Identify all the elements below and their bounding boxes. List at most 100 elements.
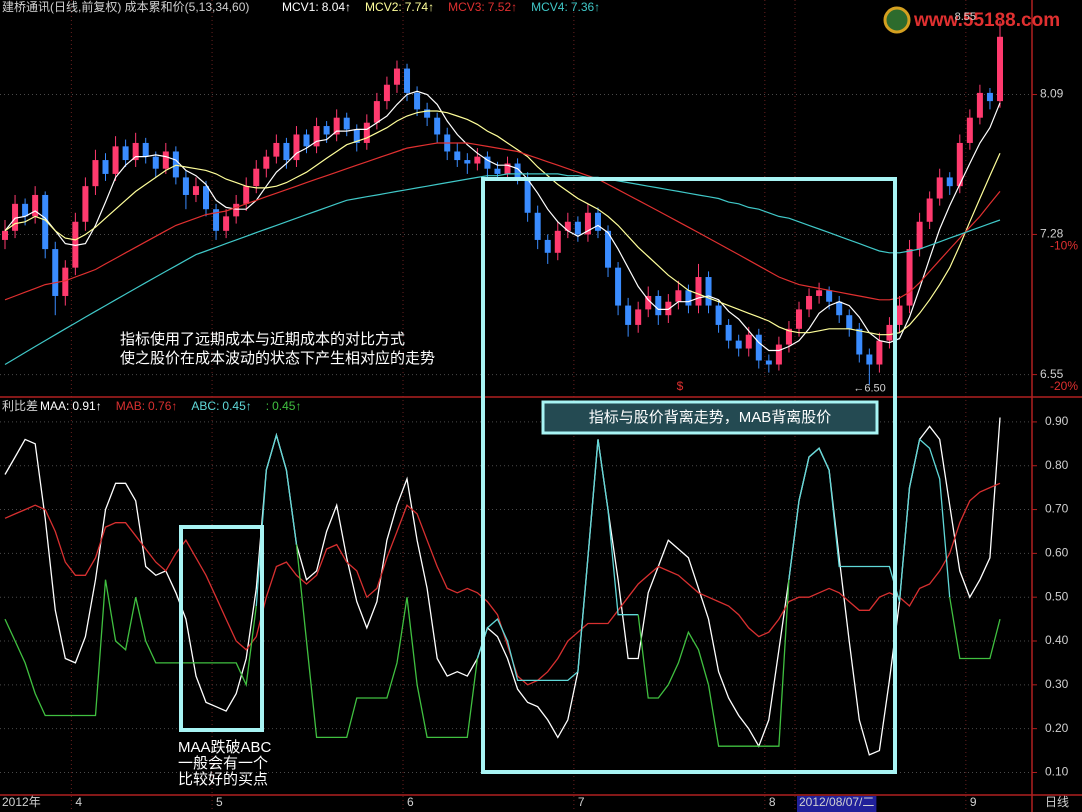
candle-body — [283, 142, 290, 161]
candle-body — [986, 92, 993, 102]
y-tick-label: 0.90 — [1045, 414, 1069, 428]
candle-body — [52, 249, 59, 296]
legend-value: 0.76↑ — [148, 399, 177, 413]
candle-body — [192, 186, 199, 195]
candle-body — [594, 212, 601, 231]
y-tick-label: 0.20 — [1045, 721, 1069, 735]
candle-body — [62, 267, 69, 296]
y-tick-label: 6.55 — [1040, 367, 1064, 381]
candle-body — [856, 328, 863, 355]
candle-body — [333, 117, 340, 135]
cursor-highlight — [796, 796, 877, 812]
candle-body — [363, 122, 370, 143]
candle-body — [404, 68, 411, 93]
candle-body — [223, 216, 230, 231]
candle-body — [695, 277, 702, 306]
candle-body — [655, 295, 662, 316]
candle-body — [373, 101, 380, 123]
y-tick-label: 8.09 — [1040, 87, 1064, 101]
candle-body — [605, 230, 612, 268]
candle-body — [22, 203, 29, 217]
cross-box — [179, 525, 264, 732]
candle-body — [735, 340, 742, 349]
candle-body — [393, 68, 400, 85]
candle-body — [263, 156, 270, 169]
candle-body — [524, 177, 531, 213]
candle-body — [976, 92, 983, 118]
candle-body — [755, 334, 762, 361]
candle-body — [313, 126, 320, 147]
candle-body — [685, 290, 692, 306]
annotation: 指标使用了远期成本与近期成本的对比方式 — [120, 331, 405, 348]
legend-value: 7.52↑ — [488, 0, 517, 14]
candle-body — [82, 186, 89, 222]
series-line — [255, 432, 951, 682]
candle-body — [534, 212, 541, 240]
candle-body — [665, 301, 672, 316]
legend-name: MCV4: — [531, 0, 568, 14]
signal-marker: $ — [677, 379, 684, 393]
candle-body — [2, 230, 8, 240]
candle-body — [474, 156, 481, 164]
candle-body — [162, 151, 169, 169]
series-line — [4, 110, 1001, 336]
candle-body — [625, 305, 632, 325]
legend-value: 7.36↑ — [571, 0, 600, 14]
candle-body — [383, 84, 390, 102]
candle-body — [132, 142, 139, 161]
candle-body — [504, 163, 511, 174]
candle-body — [42, 194, 49, 250]
candle-body — [574, 221, 581, 235]
candle-body — [635, 309, 642, 325]
candle-body — [997, 36, 1003, 102]
x-tick-label: 8 — [769, 795, 776, 809]
y-tick-label: 7.28 — [1040, 227, 1064, 241]
legend-value: 0.45↑ — [222, 399, 251, 413]
chart-title: 利比差 — [2, 399, 38, 413]
candle-body — [916, 221, 923, 250]
low-label: ←6.50 — [853, 383, 885, 395]
candle-body — [233, 203, 240, 217]
candle-body — [645, 295, 652, 310]
candle-body — [102, 160, 109, 174]
candle-body — [293, 134, 300, 161]
divergence-box — [481, 177, 897, 774]
candle-body — [795, 309, 802, 329]
annotation: 使之股价在成本波动的状态下产生相对应的走势 — [120, 349, 435, 367]
candle-body — [876, 340, 883, 365]
legend-name: MAA: — [40, 399, 69, 413]
candle-body — [253, 168, 260, 187]
candle-body — [896, 305, 903, 325]
candle-body — [152, 156, 159, 169]
y-tick-label: 0.50 — [1045, 589, 1069, 603]
chart-title: 建桥通讯(日线,前复权) 成本累和价(5,13,34,60) — [2, 0, 249, 14]
candle-body — [966, 117, 973, 143]
candle-body — [816, 290, 823, 296]
y-tick-label: 0.30 — [1045, 677, 1069, 691]
y-tick-label: 0.60 — [1045, 546, 1069, 560]
x-tick-label: 5 — [216, 795, 223, 809]
candle-body — [343, 117, 350, 130]
candle-body — [72, 221, 79, 268]
candle-body — [122, 146, 129, 161]
legend-value: 7.74↑ — [405, 0, 434, 14]
legend-name: MCV1: — [282, 0, 319, 14]
y-tick-label: 0.80 — [1045, 458, 1069, 472]
y-tick-label: 0.40 — [1045, 633, 1069, 647]
candle-body — [886, 324, 893, 341]
annotation: MAA跌破ABC — [178, 739, 272, 756]
candle-body — [353, 129, 360, 143]
logo — [883, 6, 911, 34]
period-label: 日线 — [1045, 795, 1069, 809]
candle-body — [213, 209, 220, 231]
legend-value: 0.91↑ — [72, 399, 101, 413]
x-tick-label: 4 — [75, 795, 82, 809]
candle-body — [725, 324, 732, 341]
candle-body — [826, 290, 833, 302]
candle-body — [926, 198, 933, 222]
candle-body — [705, 277, 712, 306]
grid-layer — [0, 0, 1032, 812]
